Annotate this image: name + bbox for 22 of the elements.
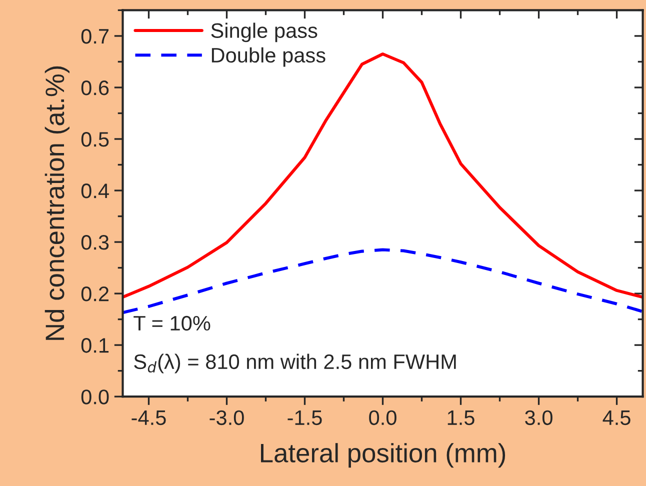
y-tick-label: 0.3 <box>81 235 109 250</box>
x-tick-label: -3.0 <box>210 410 244 426</box>
y-tick-label: 0.4 <box>81 184 109 198</box>
x-tick-label: 0.0 <box>369 410 396 426</box>
y-tick-label: 0.2 <box>81 286 108 302</box>
y-tick-label: 0.5 <box>81 132 109 147</box>
y-axis-title: Nd concentration (at.%) <box>44 66 70 340</box>
annotation: T = 10% <box>134 316 210 331</box>
x-tick-label: -1.5 <box>288 410 322 426</box>
y-tick-label: 0.6 <box>81 80 109 96</box>
x-tick-label: -4.5 <box>132 410 166 426</box>
y-tick-label: 0.0 <box>81 390 109 404</box>
x-tick-label: 1.5 <box>448 410 474 426</box>
annotation: S$_{d}$(λ) = 810 nm with 2.5 nm FWHM <box>134 354 456 374</box>
line-series <box>122 248 643 314</box>
y-tick-label: 0.7 <box>81 28 108 44</box>
y-tick-label: 0.1 <box>81 338 109 353</box>
x-axis-title: Lateral position (mm) <box>261 443 506 468</box>
legend-label: Double pass <box>212 47 326 67</box>
x-tick-label: 4.5 <box>602 410 630 426</box>
x-tick-label: 3.0 <box>525 410 552 426</box>
legend-label: Single pass <box>211 22 318 42</box>
